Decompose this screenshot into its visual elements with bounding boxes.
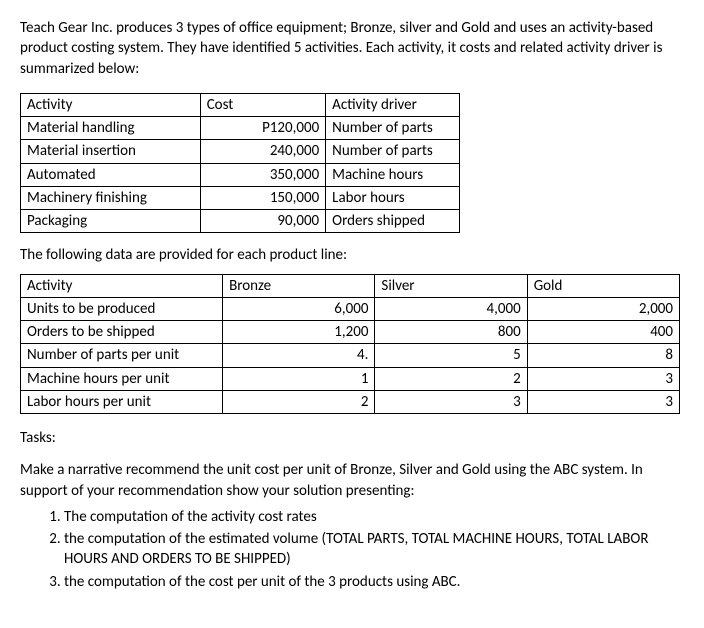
cell-bronze: 1 <box>223 367 375 390</box>
activity-name: Automated <box>21 163 201 186</box>
header-driver: Activity driver <box>326 93 460 116</box>
cell-silver: 4,000 <box>375 297 527 320</box>
mid-paragraph: The following data are provided for each… <box>20 245 684 265</box>
tasks-label: Tasks: <box>20 428 684 448</box>
cell-bronze: 1,200 <box>223 321 375 344</box>
intro-paragraph: Teach Gear Inc. produces 3 types of offi… <box>20 18 684 79</box>
table-row: Machinery finishing 150,000 Labor hours <box>21 186 460 209</box>
table-row: Labor hours per unit 2 3 3 <box>21 390 680 413</box>
cell-gold: 400 <box>527 321 679 344</box>
activity-name: Machinery finishing <box>21 186 201 209</box>
header-activity: Activity <box>21 93 201 116</box>
activity-name: Material insertion <box>21 140 201 163</box>
activity-driver: Orders shipped <box>326 210 460 233</box>
cell-bronze: 4. <box>223 344 375 367</box>
table-row: Material insertion 240,000 Number of par… <box>21 140 460 163</box>
table-row: Automated 350,000 Machine hours <box>21 163 460 186</box>
activity-name: Material handling <box>21 117 201 140</box>
table-row: Material handling P120,000 Number of par… <box>21 117 460 140</box>
row-label: Number of parts per unit <box>21 344 223 367</box>
header-gold: Gold <box>527 274 679 297</box>
tasks-list: The computation of the activity cost rat… <box>20 507 684 592</box>
activities-table: Activity Cost Activity driver Material h… <box>20 93 460 234</box>
activity-cost: 150,000 <box>200 186 325 209</box>
list-item: the computation of the cost per unit of … <box>64 572 684 592</box>
activity-cost: P120,000 <box>200 117 325 140</box>
activity-driver: Labor hours <box>326 186 460 209</box>
activity-cost: 90,000 <box>200 210 325 233</box>
header-cost: Cost <box>200 93 325 116</box>
list-item: the computation of the estimated volume … <box>64 529 684 570</box>
cell-gold: 8 <box>527 344 679 367</box>
cell-bronze: 6,000 <box>223 297 375 320</box>
table-header-row: Activity Bronze Silver Gold <box>21 274 680 297</box>
table-row: Units to be produced 6,000 4,000 2,000 <box>21 297 680 320</box>
activity-cost: 240,000 <box>200 140 325 163</box>
cell-gold: 3 <box>527 390 679 413</box>
row-label: Machine hours per unit <box>21 367 223 390</box>
activity-cost: 350,000 <box>200 163 325 186</box>
cell-silver: 2 <box>375 367 527 390</box>
header-activity: Activity <box>21 274 223 297</box>
cell-silver: 800 <box>375 321 527 344</box>
tasks-intro: Make a narrative recommend the unit cost… <box>20 460 684 501</box>
table-row: Orders to be shipped 1,200 800 400 <box>21 321 680 344</box>
cell-silver: 5 <box>375 344 527 367</box>
cell-silver: 3 <box>375 390 527 413</box>
header-silver: Silver <box>375 274 527 297</box>
cell-bronze: 2 <box>223 390 375 413</box>
activity-driver: Number of parts <box>326 117 460 140</box>
activity-driver: Machine hours <box>326 163 460 186</box>
activity-driver: Number of parts <box>326 140 460 163</box>
row-label: Orders to be shipped <box>21 321 223 344</box>
table-row: Packaging 90,000 Orders shipped <box>21 210 460 233</box>
product-data-table: Activity Bronze Silver Gold Units to be … <box>20 274 680 415</box>
header-bronze: Bronze <box>223 274 375 297</box>
table-header-row: Activity Cost Activity driver <box>21 93 460 116</box>
table-row: Number of parts per unit 4. 5 8 <box>21 344 680 367</box>
row-label: Units to be produced <box>21 297 223 320</box>
row-label: Labor hours per unit <box>21 390 223 413</box>
cell-gold: 2,000 <box>527 297 679 320</box>
list-item: The computation of the activity cost rat… <box>64 507 684 527</box>
activity-name: Packaging <box>21 210 201 233</box>
cell-gold: 3 <box>527 367 679 390</box>
table-row: Machine hours per unit 1 2 3 <box>21 367 680 390</box>
